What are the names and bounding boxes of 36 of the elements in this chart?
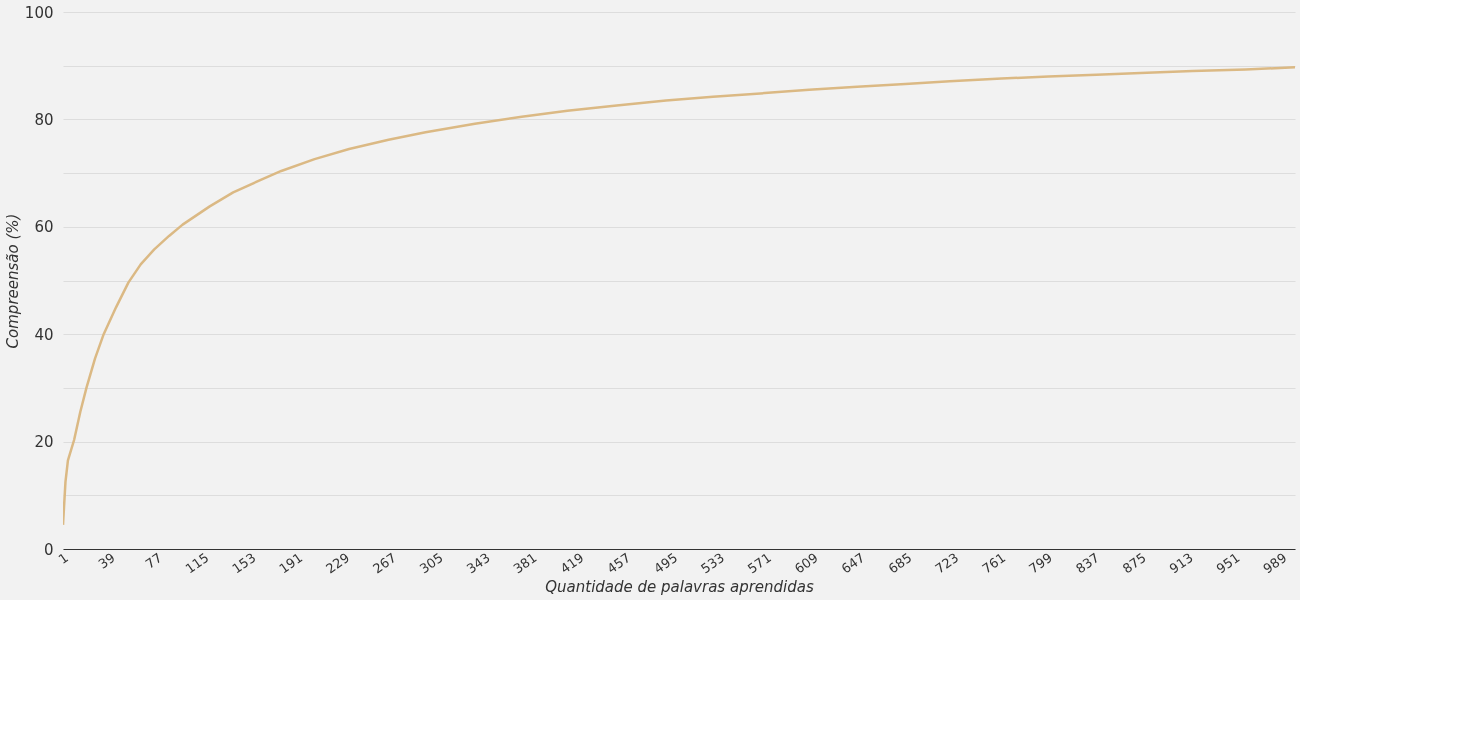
x-tick-label: 685 [885, 549, 915, 577]
x-tick-label: 837 [1073, 549, 1102, 577]
line-series [63, 66, 1295, 527]
x-tick-label: 609 [791, 549, 821, 577]
y-tick-label: 40 [34, 325, 54, 344]
x-tick-label: 419 [557, 549, 587, 577]
y-tick-label: 100 [24, 3, 54, 22]
x-tick-label: 989 [1260, 549, 1290, 577]
x-tick-label: 39 [95, 549, 118, 572]
x-tick-label: 381 [510, 549, 540, 577]
x-tick-label: 723 [932, 549, 962, 577]
y-tick-label: 80 [34, 110, 54, 129]
x-tick-label: 761 [979, 549, 1009, 577]
x-tick-label: 267 [370, 549, 399, 577]
x-axis-title: Quantidade de palavras aprendidas [545, 578, 814, 597]
x-tick-label: 305 [416, 549, 446, 577]
y-axis-title: Compreensão (%) [3, 213, 22, 349]
x-tick-label: 875 [1119, 549, 1149, 577]
x-tick-label: 115 [182, 549, 212, 577]
x-tick-label: 1 [55, 549, 71, 567]
x-tick-label: 799 [1026, 549, 1056, 577]
x-tick-label: 229 [323, 549, 353, 577]
x-tick-label: 77 [142, 549, 165, 572]
x-tick-label: 457 [604, 549, 634, 577]
x-tick-label: 647 [838, 549, 868, 577]
y-tick-label: 20 [34, 433, 54, 452]
y-tick-label: 60 [34, 218, 54, 237]
x-tick-label: 153 [229, 549, 259, 577]
x-tick-label: 951 [1213, 549, 1243, 577]
x-tick-label: 913 [1166, 549, 1196, 577]
x-tick-label: 343 [463, 549, 493, 577]
x-tick-label: 533 [698, 549, 728, 577]
y-tick-label: 0 [43, 540, 54, 559]
x-tick-label: 191 [276, 549, 306, 577]
x-tick-label: 571 [744, 549, 774, 577]
x-tick-label: 495 [651, 549, 681, 577]
